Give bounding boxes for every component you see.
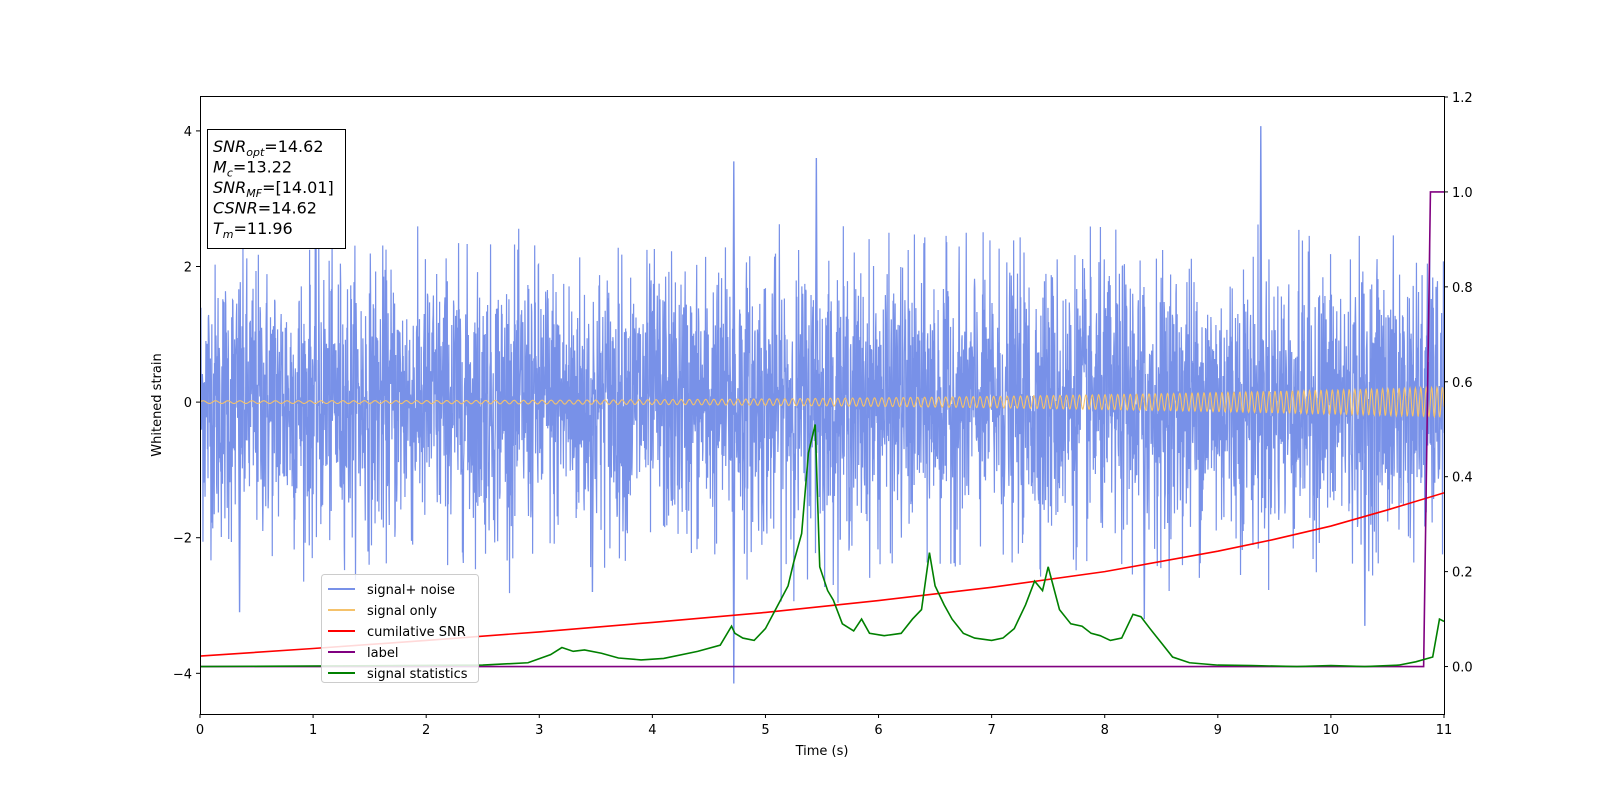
info-line-2: SNRMF=[14.01] <box>213 178 334 200</box>
x-tick-label-2: 2 <box>422 723 430 738</box>
legend-label-signal-statistics: signal statistics <box>367 667 468 682</box>
y-axis-right: 1.2 1.0 0.8 0.6 0.4 0.2 0.0 <box>1444 91 1473 676</box>
series-label <box>200 191 1444 668</box>
info-line-4: Tm=11.96 <box>213 219 293 241</box>
series-signal-only <box>200 385 1444 419</box>
info-value: =13.22 <box>233 158 292 177</box>
series-signal-noise <box>200 224 1444 603</box>
y-right-tick-label-0: 1.2 <box>1452 91 1473 106</box>
y-right-tick-label-4: 0.4 <box>1452 471 1473 486</box>
x-tick-label-7: 7 <box>987 723 995 738</box>
info-line-1: Mc=13.22 <box>213 158 292 180</box>
info-symbol: T <box>213 219 224 238</box>
legend-label-signal-noise: signal+ noise <box>367 583 455 598</box>
x-tick-label-9: 9 <box>1214 723 1222 738</box>
y-left-tick-label-1: 2 <box>184 261 192 276</box>
y-right-tick-label-6: 0.0 <box>1452 661 1473 676</box>
info-line-3: CSNR=14.62 <box>213 199 317 218</box>
info-subscript: opt <box>246 146 265 159</box>
x-tick-label-1: 1 <box>309 723 317 738</box>
x-tick-label-6: 6 <box>874 723 882 738</box>
legend-label-cumilative-snr: cumilative SNR <box>367 625 466 640</box>
info-value: =14.62 <box>264 137 323 156</box>
info-subscript: c <box>227 167 233 180</box>
x-tick-label-5: 5 <box>761 723 769 738</box>
y-right-tick-label-5: 0.2 <box>1452 566 1473 581</box>
y-left-tick-label-0: 4 <box>184 125 192 140</box>
y-right-tick-label-2: 0.8 <box>1452 281 1473 296</box>
info-subscript: MF <box>246 187 262 200</box>
plot-frame <box>200 96 1445 715</box>
legend-frame <box>321 574 479 683</box>
y-axis-left: 4 2 0 −2 −4 <box>173 125 200 682</box>
legend-label-signal-only: signal only <box>367 604 437 619</box>
legend: signal+ noise signal only cumilative SNR la… <box>321 574 479 683</box>
series-layer <box>200 126 1444 684</box>
x-tick-label-10: 10 <box>1323 723 1340 738</box>
x-tick-label-8: 8 <box>1101 723 1109 738</box>
info-value: =11.96 <box>234 219 293 238</box>
info-symbol: M <box>213 158 227 177</box>
y-left-tick-label-3: −2 <box>173 532 192 547</box>
x-tick-label-11: 11 <box>1436 723 1453 738</box>
info-value: =14.62 <box>258 199 317 218</box>
info-value: =[14.01] <box>262 178 334 197</box>
x-tick-label-0: 0 <box>196 723 204 738</box>
x-axis-label: Time (s) <box>795 744 849 759</box>
y-left-tick-label-2: 0 <box>184 396 192 411</box>
x-axis: 0 1 2 3 4 5 6 7 8 9 10 11 <box>196 714 1452 738</box>
info-symbol: CSNR <box>213 199 258 218</box>
x-tick-label-3: 3 <box>535 723 543 738</box>
info-box: SNRopt=14.62Mc=13.22SNRMF=[14.01]CSNR=14… <box>207 129 346 249</box>
info-symbol: SNR <box>213 178 246 197</box>
legend-label-label: label <box>367 646 398 661</box>
series-signal-noise-peaks <box>237 126 1367 684</box>
info-line-0: SNRopt=14.62 <box>213 137 324 159</box>
info-symbol: SNR <box>213 137 246 156</box>
x-tick-label-4: 4 <box>648 723 656 738</box>
info-box-frame <box>207 129 346 249</box>
y-right-tick-label-3: 0.6 <box>1452 376 1473 391</box>
y-axis-label: Whitened strain <box>150 353 165 456</box>
y-left-tick-label-4: −4 <box>173 667 192 682</box>
info-subscript: m <box>223 228 234 241</box>
series-signal-statistics <box>200 424 1444 668</box>
y-right-tick-label-1: 1.0 <box>1452 186 1473 201</box>
